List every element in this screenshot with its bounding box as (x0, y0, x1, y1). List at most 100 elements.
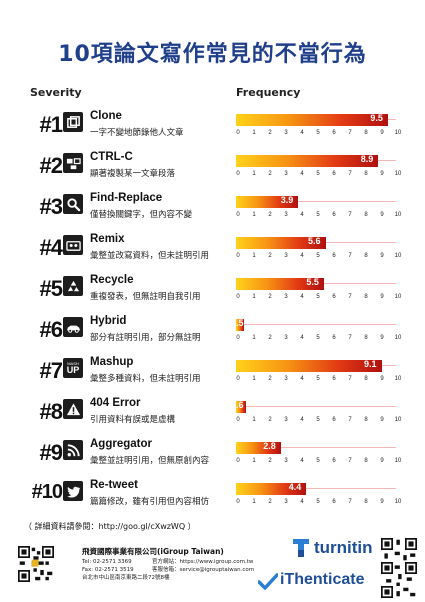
frequency-bar-area: .5 0 1 2 3 4 5 6 7 8 9 10 (236, 318, 401, 349)
website-text: 官方網站：https://www.igroup.com.tw (152, 559, 254, 565)
x-tick-label: 1 (252, 499, 256, 505)
x-axis-ticks: 0 1 2 3 4 5 6 7 8 9 10 (236, 417, 401, 427)
turnitin-wordmark: turnitin (314, 538, 373, 557)
frequency-value-label: 3.9 (280, 195, 294, 205)
x-tick-label: 5 (316, 212, 320, 218)
frequency-track: 5.6 (236, 236, 396, 249)
frequency-bar-area: 5.6 0 1 2 3 4 5 6 7 8 9 10 (236, 236, 401, 267)
rank-label: #10 (31, 481, 63, 503)
x-tick-label: 9 (380, 499, 384, 505)
rank-label: #7 (39, 358, 63, 383)
x-tick-label: 6 (332, 458, 336, 464)
x-axis-ticks: 0 1 2 3 4 5 6 7 8 9 10 (236, 212, 401, 222)
x-tick-label: 5 (316, 499, 320, 505)
x-tick-label: 9 (380, 335, 384, 341)
x-tick-label: 2 (268, 458, 272, 464)
x-tick-label: 1 (252, 335, 256, 341)
behavior-row: #1 Clone 一字不變地節錄他人文章 9.5 0 1 2 3 4 5 6 7 8 9 10 (0, 106, 425, 146)
x-tick-label: 1 (252, 417, 256, 423)
frequency-bar-area: 9.5 0 1 2 3 4 5 6 7 8 9 10 (236, 113, 401, 144)
x-tick-label: 10 (394, 253, 402, 259)
x-tick-label: 6 (332, 253, 336, 259)
frequency-track: .6 (236, 400, 396, 413)
frequency-bar (236, 319, 244, 331)
frequency-track: 2.8 (236, 441, 396, 454)
frequency-track: 5.5 (236, 277, 396, 290)
x-tick-label: 6 (332, 130, 336, 136)
x-tick-label: 0 (236, 335, 240, 341)
behavior-row: #5 Recycle 重複發表，但無註明自我引用 5.5 0 1 2 3 4 5 6 7 8 9 10 (0, 270, 425, 310)
phone-text: Tel: 02-2571 3369 (82, 559, 132, 565)
x-tick-label: 4 (300, 212, 304, 218)
x-tick-label: 10 (394, 294, 402, 300)
x-tick-label: 3 (284, 499, 288, 505)
x-tick-label: 10 (394, 376, 402, 382)
rank-label: #3 (39, 194, 63, 219)
rank-label: #5 (39, 276, 63, 301)
x-tick-label: 0 (236, 171, 240, 177)
frequency-bar-area: .6 0 1 2 3 4 5 6 7 8 9 10 (236, 400, 401, 431)
behavior-row: #6 Hybrid 部分有註明引用，部分無註明 .5 0 1 2 3 4 5 6 7 8 9 10 (0, 311, 425, 351)
x-axis-ticks: 0 1 2 3 4 5 6 7 8 9 10 (236, 294, 401, 304)
frequency-bar-area: 9.1 0 1 2 3 4 5 6 7 8 9 10 (236, 359, 401, 390)
x-tick-label: 3 (284, 376, 288, 382)
behavior-row: #9 Aggregator 彙整並註明引用，但無原創內容 2.8 0 1 2 3 4 5 6 7 8 9 1… (0, 434, 425, 474)
behavior-name: Recycle (90, 274, 134, 286)
behavior-name: Aggregator (90, 438, 152, 450)
x-tick-label: 5 (316, 171, 320, 177)
x-tick-label: 2 (268, 294, 272, 300)
frequency-value-label: .6 (236, 400, 244, 410)
x-tick-label: 4 (300, 294, 304, 300)
behavior-name: Re-tweet (90, 479, 138, 491)
behavior-description: 彙整並改寫資料，但未註明引用 (90, 251, 210, 261)
x-tick-label: 6 (332, 335, 336, 341)
frequency-header: Frequency (236, 86, 301, 99)
x-tick-label: 10 (394, 458, 402, 464)
x-tick-label: 7 (348, 130, 352, 136)
x-tick-label: 9 (380, 212, 384, 218)
x-tick-label: 3 (284, 130, 288, 136)
x-axis-ticks: 0 1 2 3 4 5 6 7 8 9 10 (236, 171, 401, 181)
behavior-row: #2 CTRL-C 顯著複製某一文章段落 8.9 0 1 2 3 4 5 6 7 8 9 10 (0, 147, 425, 187)
x-tick-label: 4 (300, 335, 304, 341)
x-tick-label: 8 (364, 499, 368, 505)
x-tick-label: 2 (268, 130, 272, 136)
car-icon (63, 317, 83, 337)
behavior-name: Hybrid (90, 315, 127, 327)
x-tick-label: 2 (268, 253, 272, 259)
address-text: 台北市中山區南京東路二段72號8樓 (82, 575, 170, 581)
x-tick-label: 7 (348, 417, 352, 423)
reference-link-text: （ 詳細資料請參閱：http://goo.gl/cXwzWQ ） (24, 522, 196, 531)
x-tick-label: 3 (284, 294, 288, 300)
frequency-value-label: 9.5 (370, 113, 383, 123)
warning-icon (63, 399, 83, 419)
x-tick-label: 1 (252, 294, 256, 300)
x-tick-label: 9 (380, 376, 384, 382)
x-tick-label: 1 (252, 130, 256, 136)
clone-icon (63, 112, 83, 132)
x-tick-label: 6 (332, 171, 336, 177)
x-tick-label: 7 (348, 294, 352, 300)
frequency-bar (236, 401, 246, 413)
x-tick-label: 5 (316, 376, 320, 382)
behavior-description: 一字不變地節錄他人文章 (90, 128, 184, 138)
x-tick-label: 0 (236, 499, 240, 505)
x-tick-label: 3 (284, 253, 288, 259)
ithenticate-logo: iThenticate (258, 571, 378, 591)
frequency-track: 8.9 (236, 154, 396, 167)
behavior-description: 部分有註明引用，部分無註明 (90, 333, 201, 343)
x-tick-label: 0 (236, 130, 240, 136)
x-tick-label: 7 (348, 253, 352, 259)
x-tick-label: 0 (236, 212, 240, 218)
track-baseline (236, 324, 396, 325)
x-tick-label: 9 (380, 253, 384, 259)
qr-code-right-bottom (381, 562, 417, 598)
frequency-value-label: 2.8 (263, 441, 276, 451)
frequency-track: 4.4 (236, 482, 396, 495)
x-tick-label: 2 (268, 335, 272, 341)
service-email-text: 客服信箱：service@igrouptaiwan.com (152, 567, 255, 573)
x-tick-label: 10 (394, 335, 402, 341)
x-tick-label: 2 (268, 376, 272, 382)
x-tick-label: 0 (236, 294, 240, 300)
behavior-description: 顯著複製某一文章段落 (90, 169, 176, 179)
